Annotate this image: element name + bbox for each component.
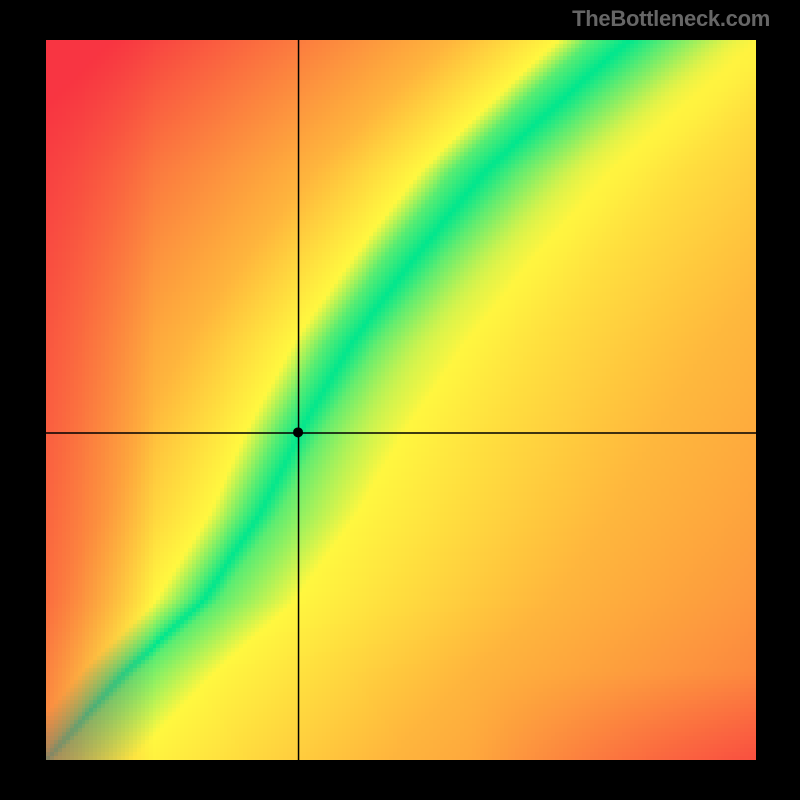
- watermark-text: TheBottleneck.com: [572, 6, 770, 32]
- chart-stage: TheBottleneck.com: [0, 0, 800, 800]
- bottleneck-heatmap-canvas: [46, 40, 756, 760]
